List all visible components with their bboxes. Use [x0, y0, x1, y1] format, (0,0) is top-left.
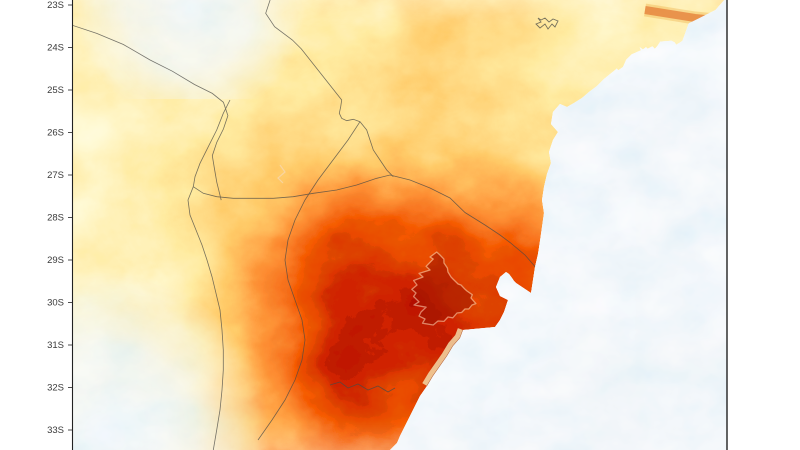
svg-text:26S: 26S — [47, 128, 64, 139]
svg-text:23S: 23S — [47, 0, 64, 11]
svg-text:27S: 27S — [47, 170, 64, 181]
svg-text:33S: 33S — [47, 425, 64, 436]
svg-text:24S: 24S — [47, 43, 64, 54]
svg-text:25S: 25S — [47, 85, 64, 96]
svg-text:30S: 30S — [47, 298, 64, 309]
svg-text:28S: 28S — [47, 213, 64, 224]
svg-text:29S: 29S — [47, 255, 64, 266]
svg-text:31S: 31S — [47, 340, 64, 351]
svg-text:32S: 32S — [47, 383, 64, 394]
